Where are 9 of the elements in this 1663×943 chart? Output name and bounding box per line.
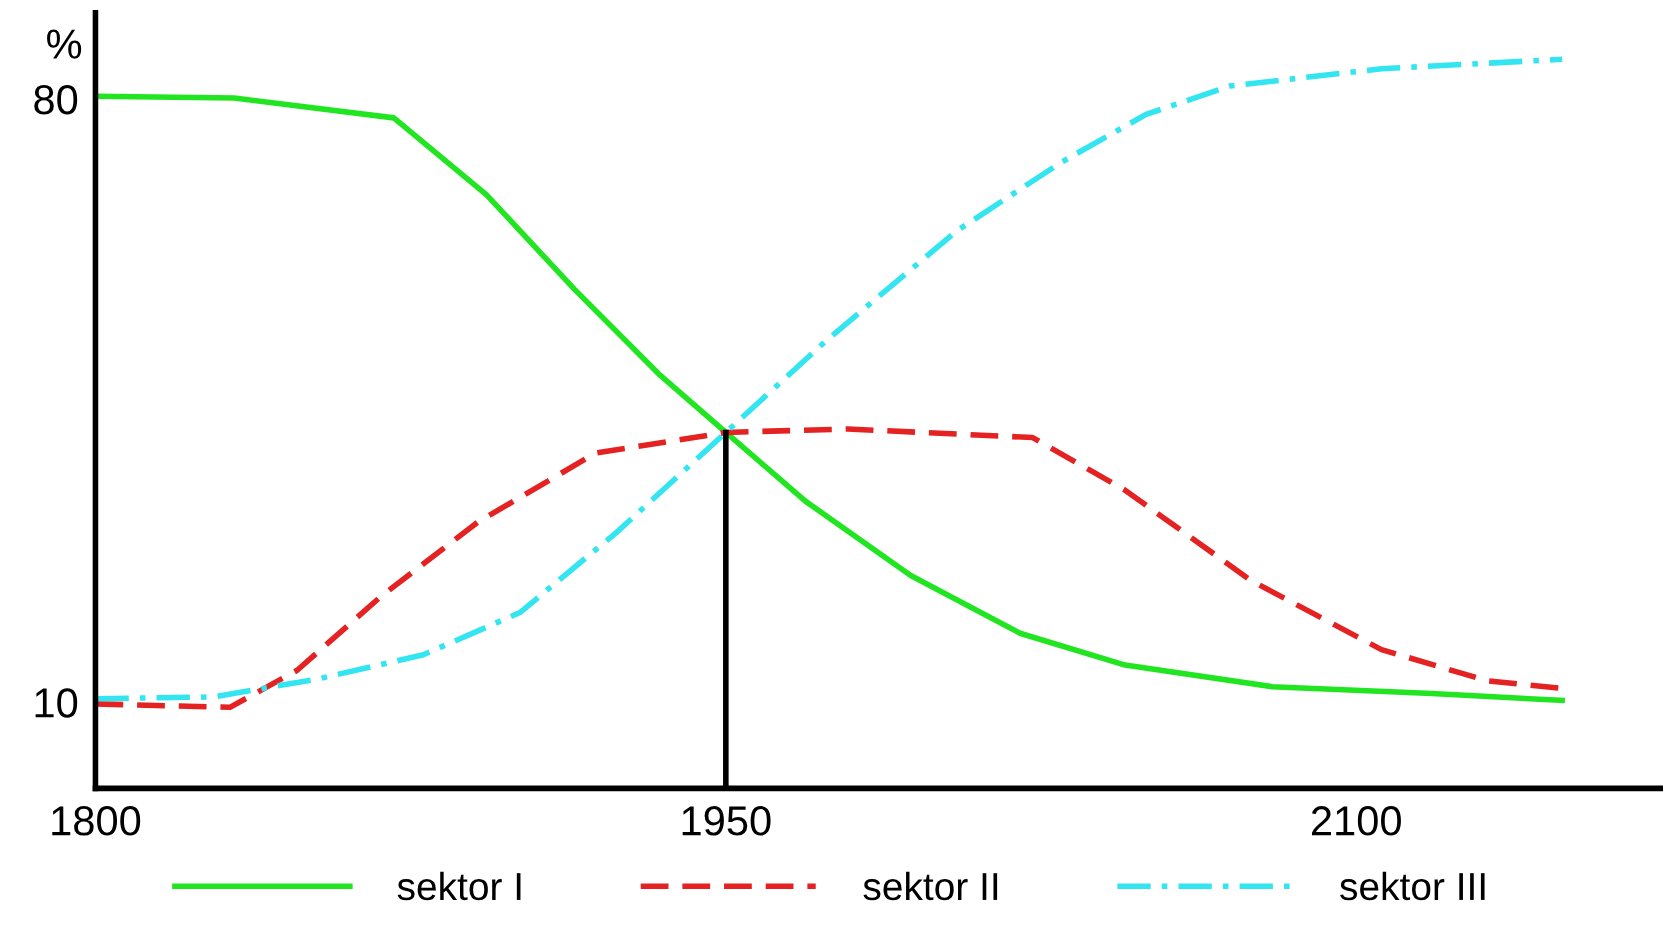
x-tick-label: 2100 [1311, 806, 1401, 836]
y-axis-title: % [47, 29, 82, 59]
x-tick-label: 1950 [682, 806, 771, 836]
legend-label: sektor III [1340, 871, 1485, 901]
y-tick-label: 80 [34, 84, 78, 115]
legend-label: sektor II [863, 871, 998, 901]
y-tick-label: 10 [35, 688, 78, 718]
legend-label: sektor I [397, 871, 521, 901]
x-tick-label: 1800 [52, 806, 141, 836]
